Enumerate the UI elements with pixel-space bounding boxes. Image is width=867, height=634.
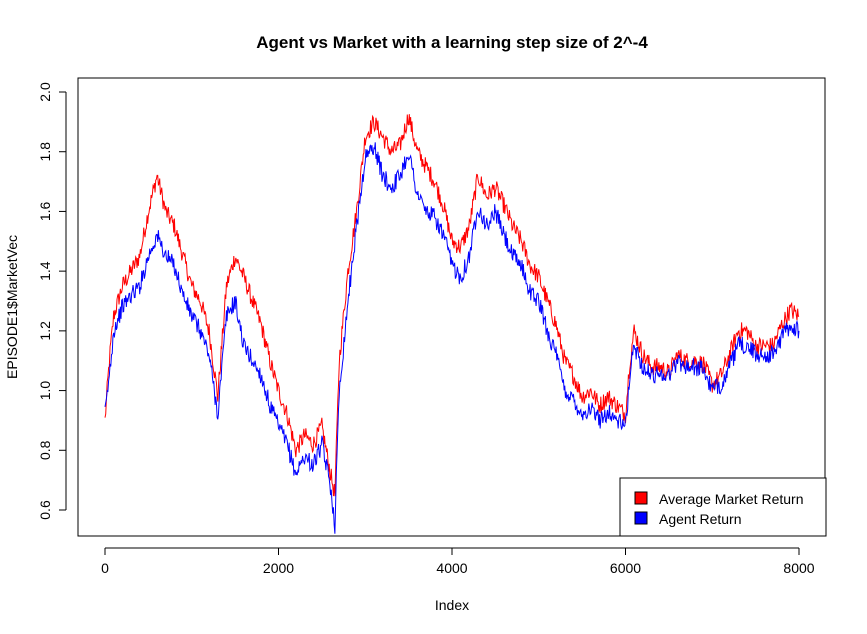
- x-tick-label: 0: [101, 560, 109, 576]
- legend: Average Market Return Agent Return: [619, 477, 827, 537]
- y-tick-label: 1.4: [37, 261, 53, 281]
- y-tick-label: 1.0: [37, 381, 53, 401]
- y-tick-label: 2.0: [37, 82, 53, 102]
- legend-label-agent: Agent Return: [659, 511, 742, 527]
- series-line-agent: [104, 142, 800, 534]
- y-tick-label: 1.2: [37, 321, 53, 341]
- x-tick-label: 6000: [610, 560, 641, 576]
- y-tick-label: 0.8: [37, 440, 53, 460]
- series-layer: [104, 114, 800, 534]
- chart-title: Agent vs Market with a learning step siz…: [256, 33, 648, 52]
- y-tick-label: 1.6: [37, 201, 53, 221]
- x-axis-label: Index: [435, 597, 469, 613]
- x-tick-label: 4000: [436, 560, 467, 576]
- legend-swatch-agent: [634, 511, 648, 525]
- y-axis: 0.6 0.8 1.0 1.2 1.4 1.6 1.8 2.0: [37, 82, 67, 520]
- series-line-market: [104, 114, 800, 497]
- plot-frame: [77, 77, 826, 537]
- y-tick-label: 0.6: [37, 500, 53, 520]
- y-axis-label: EPISODE1$MarketVec: [4, 235, 20, 379]
- x-tick-label: 2000: [263, 560, 294, 576]
- x-axis: 0 2000 4000 6000 8000: [101, 547, 815, 576]
- legend-label-market: Average Market Return: [659, 491, 803, 507]
- legend-swatch-market: [634, 491, 648, 505]
- y-tick-label: 1.8: [37, 142, 53, 162]
- legend-box: [619, 477, 827, 537]
- x-tick-label: 8000: [783, 560, 814, 576]
